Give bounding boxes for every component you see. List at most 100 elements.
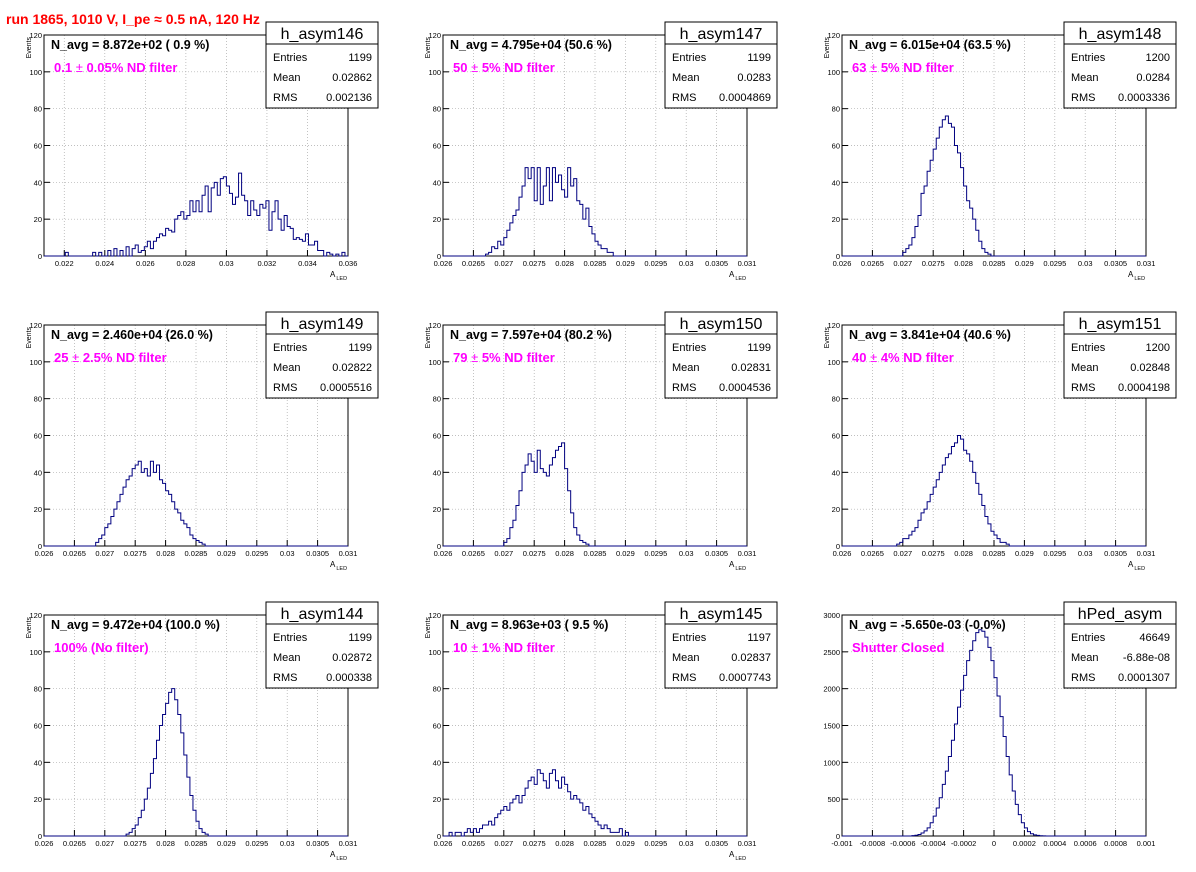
x-tick-label: 0.0265 bbox=[462, 839, 485, 848]
navg-label: N_avg = 7.597e+04 (80.2 %) bbox=[450, 328, 612, 342]
x-tick-label: -0.0004 bbox=[920, 839, 945, 848]
stats-value: 1199 bbox=[348, 632, 372, 644]
x-tick-label: 0.034 bbox=[298, 259, 317, 268]
x-tick-label: 0.0275 bbox=[124, 549, 147, 558]
x-tick-label: 0.027 bbox=[494, 259, 513, 268]
filter-label: 63 ± 5% ND filter bbox=[852, 60, 954, 75]
y-tick-label: 100 bbox=[29, 648, 42, 657]
run-title: run 1865, 1010 V, I_pe ≈ 0.5 nA, 120 Hz bbox=[6, 11, 260, 27]
stats-box bbox=[1063, 311, 1177, 399]
histogram-series bbox=[443, 769, 747, 837]
x-tick-label: 0.026 bbox=[35, 839, 54, 848]
y-tick-label: 100 bbox=[29, 358, 42, 367]
stats-box-title: hPed_asym bbox=[1078, 606, 1163, 623]
y-tick-label: 100 bbox=[428, 358, 441, 367]
histogram-series bbox=[44, 688, 348, 837]
y-tick-label: 0 bbox=[437, 542, 441, 551]
y-tick-label: 0 bbox=[38, 542, 42, 551]
x-tick-label: 0.028 bbox=[954, 549, 973, 558]
stats-box-title: h_asym146 bbox=[281, 26, 364, 43]
histogram-panel-h_asym145: 0.026 0.0265 0.027 0.0275 0.028 0.0285 0.029 0.… bbox=[425, 601, 778, 862]
x-tick-label: -0.0008 bbox=[860, 839, 885, 848]
x-tick-label: -0.0002 bbox=[951, 839, 976, 848]
stats-key: RMS bbox=[672, 92, 696, 104]
x-tick-label: 0.03 bbox=[1078, 549, 1093, 558]
x-tick-label: 0.0285 bbox=[584, 549, 607, 558]
stats-box-title: h_asym148 bbox=[1079, 26, 1162, 43]
y-tick-label: 80 bbox=[34, 105, 42, 114]
y-tick-label: 0 bbox=[38, 252, 42, 261]
y-tick-label: 20 bbox=[433, 505, 441, 514]
x-tick-label: 0.0295 bbox=[245, 839, 268, 848]
stats-key: Mean bbox=[1071, 362, 1099, 374]
y-tick-label: 60 bbox=[34, 432, 42, 441]
stats-box bbox=[265, 311, 379, 399]
y-tick-label: 80 bbox=[832, 105, 840, 114]
stats-key: Entries bbox=[273, 52, 308, 64]
stats-key: Entries bbox=[273, 342, 308, 354]
y-axis-title: Events bbox=[425, 617, 432, 639]
filter-label: 79 ± 5% ND filter bbox=[453, 350, 555, 365]
stats-key: Mean bbox=[672, 652, 700, 664]
x-tick-label: 0.0275 bbox=[523, 839, 546, 848]
x-axis-title: ALED bbox=[729, 850, 746, 862]
x-axis-title: ALED bbox=[1128, 270, 1145, 282]
navg-label: N_avg = 6.015e+04 (63.5 %) bbox=[849, 38, 1011, 52]
y-tick-label: 40 bbox=[433, 468, 441, 477]
y-tick-label: 60 bbox=[433, 142, 441, 151]
stats-key: RMS bbox=[672, 672, 696, 684]
navg-label: N_avg = 8.872e+02 ( 0.9 %) bbox=[51, 38, 209, 52]
stats-box bbox=[664, 21, 778, 109]
x-tick-label: 0.029 bbox=[616, 839, 635, 848]
x-tick-label: 0.028 bbox=[555, 549, 574, 558]
y-axis-title: Events bbox=[824, 327, 831, 349]
x-tick-label: 0.0275 bbox=[922, 259, 945, 268]
y-axis-title: Events bbox=[425, 327, 432, 349]
x-tick-label: 0.029 bbox=[616, 549, 635, 558]
y-tick-label: 100 bbox=[428, 68, 441, 77]
stats-value: 0.0005516 bbox=[320, 382, 372, 394]
x-tick-label: 0.027 bbox=[494, 839, 513, 848]
y-tick-label: 120 bbox=[428, 611, 441, 620]
stats-box-title: h_asym150 bbox=[680, 316, 763, 333]
histogram-panel-h_asym150: 0.026 0.0265 0.027 0.0275 0.028 0.0285 0.029 0.… bbox=[425, 311, 778, 572]
y-tick-label: 60 bbox=[832, 432, 840, 441]
x-tick-label: 0.031 bbox=[339, 549, 358, 558]
stats-key: RMS bbox=[273, 92, 297, 104]
x-tick-label: 0.0305 bbox=[1104, 549, 1127, 558]
y-tick-label: 60 bbox=[433, 432, 441, 441]
x-tick-label: 0.0295 bbox=[1043, 549, 1066, 558]
stats-key: Mean bbox=[672, 72, 700, 84]
x-tick-label: 0.0008 bbox=[1104, 839, 1127, 848]
x-tick-label: 0.0285 bbox=[185, 839, 208, 848]
x-axis-title: ALED bbox=[729, 270, 746, 282]
stats-value: 0.0283 bbox=[737, 72, 771, 84]
y-tick-label: 40 bbox=[34, 178, 42, 187]
stats-box bbox=[265, 601, 379, 689]
x-tick-label: 0.03 bbox=[280, 549, 295, 558]
stats-key: Mean bbox=[1071, 72, 1099, 84]
x-tick-label: 0.031 bbox=[738, 549, 757, 558]
histogram-panel-h_asym147: 0.026 0.0265 0.027 0.0275 0.028 0.0285 0.029 0.… bbox=[425, 21, 778, 282]
stats-value: 0.0001307 bbox=[1118, 672, 1170, 684]
y-tick-label: 20 bbox=[832, 215, 840, 224]
y-tick-label: 3000 bbox=[823, 611, 840, 620]
navg-label: N_avg = 8.963e+03 ( 9.5 %) bbox=[450, 618, 608, 632]
y-tick-label: 80 bbox=[34, 685, 42, 694]
x-axis-title: ALED bbox=[330, 850, 347, 862]
x-tick-label: 0.026 bbox=[35, 549, 54, 558]
stats-key: Entries bbox=[273, 632, 308, 644]
x-tick-label: 0.027 bbox=[95, 549, 114, 558]
stats-value: 46649 bbox=[1139, 632, 1170, 644]
x-tick-label: 0.0275 bbox=[523, 259, 546, 268]
x-tick-label: 0.0265 bbox=[861, 259, 884, 268]
stats-value: 1199 bbox=[348, 342, 372, 354]
stats-value: 0.0004869 bbox=[719, 92, 771, 104]
x-tick-label: 0.028 bbox=[156, 549, 175, 558]
histogram-series bbox=[44, 172, 348, 257]
x-tick-label: 0.029 bbox=[1015, 549, 1034, 558]
y-tick-label: 0 bbox=[38, 832, 42, 841]
stats-key: Entries bbox=[672, 342, 707, 354]
x-tick-label: 0 bbox=[992, 839, 996, 848]
stats-key: RMS bbox=[273, 382, 297, 394]
